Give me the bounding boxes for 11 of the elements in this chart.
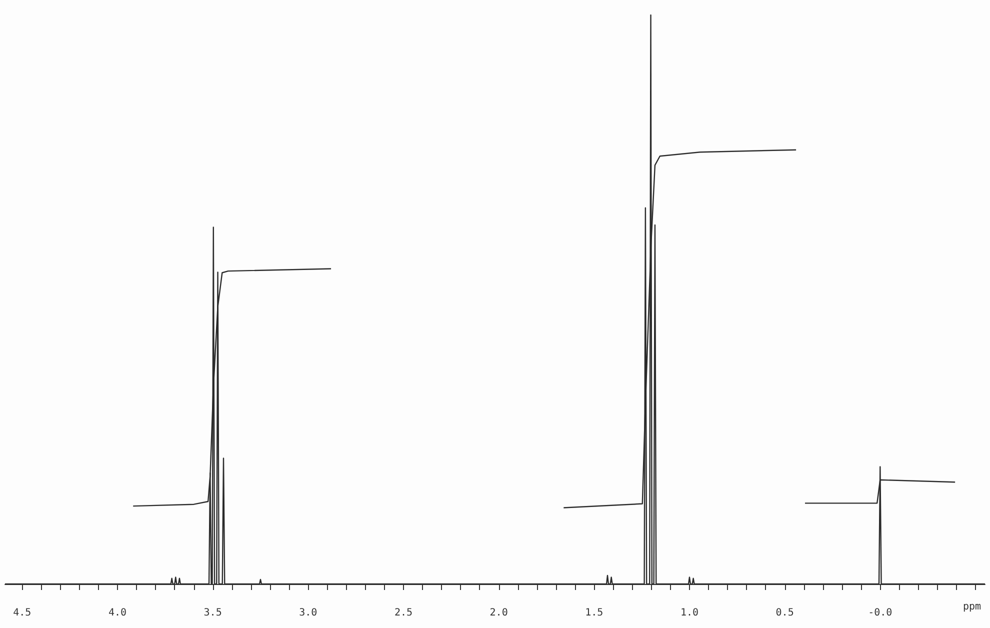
x-axis-title: ppm — [963, 602, 982, 612]
x-tick-label: 4.0 — [108, 608, 127, 618]
x-tick-label: -0.0 — [868, 608, 892, 618]
x-tick-label: 2.0 — [490, 608, 508, 618]
x-tick-label: 3.0 — [299, 608, 318, 618]
x-tick-label: 2.5 — [394, 608, 413, 618]
x-tick-label: 1.0 — [680, 608, 699, 618]
x-tick-label: 0.5 — [776, 608, 794, 618]
x-tick-label: 3.5 — [204, 608, 222, 618]
x-tick-label: 1.5 — [585, 608, 604, 618]
x-tick-label: 4.5 — [13, 608, 32, 618]
